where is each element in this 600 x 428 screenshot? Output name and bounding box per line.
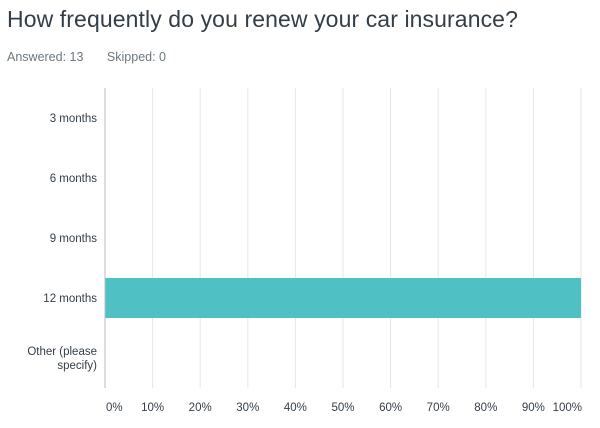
question-title: How frequently do you renew your car ins… xyxy=(7,6,518,32)
x-tick-label: 100% xyxy=(553,402,582,414)
x-tick-label: 0% xyxy=(106,402,123,414)
category-label: 3 months xyxy=(50,113,98,125)
x-tick-label: 10% xyxy=(141,402,164,414)
skipped-count: Skipped: 0 xyxy=(106,50,166,64)
x-tick-label: 80% xyxy=(474,402,497,414)
x-tick-label: 30% xyxy=(236,402,259,414)
bar xyxy=(105,278,581,318)
category-label-line: 3 months xyxy=(50,113,98,125)
category-label: 9 months xyxy=(50,233,98,245)
response-stats: Answered: 13 Skipped: 0 xyxy=(7,50,166,64)
x-tick-label: 60% xyxy=(379,402,402,414)
category-label: Other (please specify) xyxy=(27,346,97,372)
category-label: 6 months xyxy=(50,173,98,185)
x-tick-label: 40% xyxy=(284,402,307,414)
category-label-line: 9 months xyxy=(50,233,98,245)
x-tick-label: 70% xyxy=(427,402,450,414)
category-label-line: Other (please xyxy=(27,346,97,358)
category-label: 12 months xyxy=(43,293,97,305)
category-label-line: 6 months xyxy=(50,173,98,185)
answered-count: Answered: 13 xyxy=(7,50,84,64)
x-tick-label: 20% xyxy=(189,402,212,414)
category-label-line: specify) xyxy=(57,360,97,372)
x-tick-label: 50% xyxy=(331,402,354,414)
x-tick-label: 90% xyxy=(522,402,545,414)
category-label-line: 12 months xyxy=(43,293,97,305)
